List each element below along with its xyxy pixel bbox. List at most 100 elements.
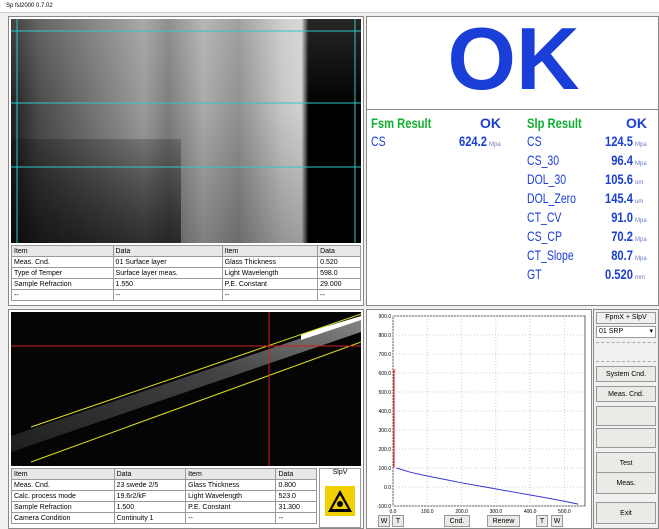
x-tick-label: 400.0 <box>524 509 537 515</box>
result-row: CT_Slope 80.7 Mpa <box>527 247 657 266</box>
slpv-box: SlpV <box>319 468 361 528</box>
table-cell: -- <box>11 289 114 301</box>
table-cell: 0.800 <box>275 479 317 491</box>
table-row: Sample Refraction 1.500 P.E. Constant 31.30… <box>11 501 317 513</box>
table-row: Calc. process mode 19.6r2/kF Light Wavelen… <box>11 490 317 502</box>
top-table: Item Data Item Data Meas. Cnd. 01 Surface lay… <box>11 245 361 301</box>
result-value: 624.2 <box>458 133 487 149</box>
result-status: OK <box>626 115 647 131</box>
result-unit: Mpa <box>635 218 647 224</box>
header-cell: Data <box>112 245 223 257</box>
table-cell: P.E. Constant <box>185 501 277 513</box>
bottom-left-panel: Item Data Item Data Meas. Cnd. 23 swede 2/5 Gl… <box>8 309 364 529</box>
side-button[interactable]: Test <box>596 452 656 474</box>
indicator <box>596 342 656 362</box>
select[interactable]: 01 SRP ▾ <box>596 326 656 338</box>
warning-icon <box>325 486 355 516</box>
top-left-panel: Item Data Item Data Meas. Cnd. 01 Surface lay… <box>8 16 364 306</box>
y-tick-label: 200.0 <box>378 447 391 453</box>
table-cell: Glass Thickness <box>185 479 277 491</box>
graph-button[interactable]: W <box>378 515 390 527</box>
table-cell: 1.550 <box>112 278 223 290</box>
graph-button[interactable]: W <box>551 515 563 527</box>
y-tick-label: 100.0 <box>378 466 391 472</box>
y-tick-label: 600.0 <box>378 371 391 377</box>
table-cell: Sample Refraction <box>11 501 115 513</box>
table-cell: Glass Thickness <box>221 256 319 268</box>
header-cell: Item <box>11 468 115 480</box>
result-value: 145.4 <box>604 190 633 206</box>
x-tick-label: 300.0 <box>490 509 503 515</box>
table-cell: Type of Temper <box>11 267 114 279</box>
result-unit: Mpa <box>635 237 647 243</box>
result-row: CS_CP 70.2 Mpa <box>527 228 657 247</box>
table-cell: -- <box>275 512 317 524</box>
header-cell: Item <box>221 245 319 257</box>
table-cell: 19.6r2/kF <box>113 490 187 502</box>
table-cell: 29.000 <box>317 278 361 290</box>
result-unit: mm <box>635 275 645 281</box>
graph-panel: 900.0 800.0 700.0 600.0 500.0 400.0 300.0 200.0… <box>366 309 592 529</box>
table-cell: -- <box>221 289 319 301</box>
result-unit: Mpa <box>635 256 647 262</box>
table-cell: 523.0 <box>275 490 317 502</box>
result-name: CT_Slope <box>527 247 574 263</box>
table-row: -- -- -- -- <box>11 289 361 301</box>
graph-button[interactable]: Cnd. <box>444 515 470 527</box>
result-name: CT_CV <box>527 209 562 225</box>
header-row: Item Data Item Data <box>11 468 317 480</box>
side-button[interactable]: Meas. <box>596 472 656 494</box>
table-row: Meas. Cnd. 23 swede 2/5 Glass Thickness 0.8… <box>11 479 317 491</box>
side-label: SlpV <box>332 469 348 476</box>
table-cell: 0.520 <box>317 256 361 268</box>
side-button[interactable] <box>596 428 656 448</box>
result-value: 80.7 <box>611 247 633 263</box>
info-table: Item Data Item Data Meas. Cnd. 23 swede 2/5 Gl… <box>11 468 317 524</box>
fsm-result: Fsm Result OK CS 624.2 Mpa <box>371 115 511 152</box>
table-cell: Continuity 1 <box>113 512 187 524</box>
side-button[interactable] <box>596 406 656 426</box>
status-ok: OK <box>447 9 580 108</box>
table-cell: Sample Refraction <box>11 278 114 290</box>
result-row: DOL_30 105.6 um <box>527 171 657 190</box>
result-label: Slp Result <box>527 115 582 131</box>
result-name: GT <box>527 266 542 282</box>
header-row: Item Data Item Data <box>11 245 361 257</box>
graph-button[interactable]: T <box>392 515 404 527</box>
side-panel: FpmX + SlpV 01 SRP ▾ System Cnd. Meas. Cnd… <box>593 309 659 529</box>
result-name: CS <box>371 133 386 149</box>
table-cell: 598.0 <box>317 267 361 279</box>
slope-image <box>11 312 361 466</box>
table-cell: Camera Condition <box>11 512 115 524</box>
result-unit: um <box>635 199 644 205</box>
side-button[interactable]: Exit <box>596 502 656 524</box>
result-row: CT_CV 91.0 Mpa <box>527 209 657 228</box>
y-tick-label: 500.0 <box>378 390 391 396</box>
x-tick-label: 200.0 <box>455 509 468 515</box>
table-cell: Light Wavelength <box>185 490 277 502</box>
table-row: Sample Refraction 1.550 P.E. Constant 29.00… <box>11 278 361 290</box>
result-status: OK <box>480 115 501 131</box>
header-cell: Data <box>275 468 317 480</box>
result-header: Fsm Result OK <box>371 115 511 133</box>
result-value: 105.6 <box>604 171 633 187</box>
table-cell: 01 Surface layer <box>112 256 223 268</box>
table-cell: 1.500 <box>113 501 187 513</box>
table-cell: Meas. Cnd. <box>11 256 114 268</box>
result-unit: Mpa <box>635 142 647 148</box>
side-button[interactable]: System Cnd. <box>596 366 656 382</box>
y-tick-label: 800.0 <box>378 333 391 339</box>
table-cell: -- <box>185 512 277 524</box>
slp-result: Slp Result OK CS 124.5 Mpa CS_30 96.4 Mpa DOL_30… <box>527 115 657 285</box>
table-cell: P.E. Constant <box>221 278 319 290</box>
side-button[interactable]: Meas. Cnd. <box>596 386 656 402</box>
table-cell: -- <box>317 289 361 301</box>
table-row: Camera Condition Continuity 1 -- -- <box>11 512 317 524</box>
title-bar: Sp fsl2000 0.7.02 <box>0 0 659 13</box>
graph-button[interactable]: T <box>536 515 548 527</box>
table-row: Meas. Cnd. 01 Surface layer Glass Thicknes… <box>11 256 361 268</box>
graph-button[interactable]: Renew <box>487 515 520 527</box>
y-tick-label: 300.0 <box>378 428 391 434</box>
y-tick-label: 700.0 <box>378 352 391 358</box>
